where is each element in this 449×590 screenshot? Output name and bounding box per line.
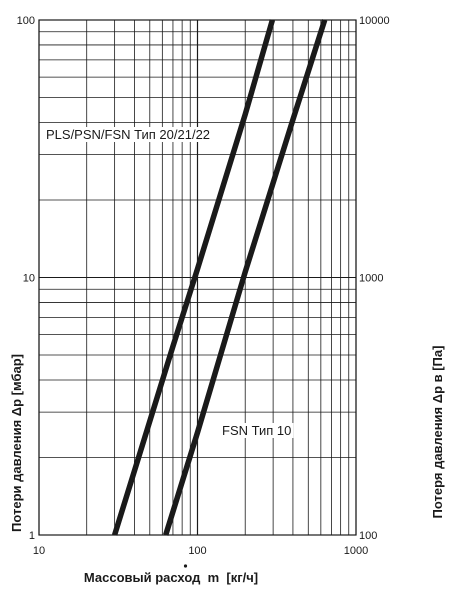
y-tick-label: 1 [29,530,35,542]
plot-frame [38,19,357,536]
x-tick-label: 10 [33,545,45,557]
mass-flow-dot-accent [183,564,188,568]
y2-tick-label: 1000 [359,273,383,285]
x-axis-title: Массовый расход m [кг/ч] [84,570,258,585]
y-tick-label: 10 [23,273,35,285]
y2-axis-title: Потеря давления Δp в [Па] [430,346,445,519]
series-label-type-10: FSN Тип 10 [222,423,291,438]
x-tick-label: 1000 [344,545,368,557]
label-backdrop [220,423,294,438]
y-axis-title: Потери давления Δp [мбар] [9,354,24,532]
y2-tick-label: 10000 [359,15,390,27]
series-line-2 [163,19,328,536]
y2-tick-label: 100 [359,530,377,542]
x-tick-label: 100 [188,545,206,557]
label-backdrop [44,127,213,142]
series-label-type-20-21-22: PLS/PSN/FSN Тип 20/21/22 [46,127,210,142]
tick-labels: 10 100 1000 1 10 100 100 1000 10000 [17,15,390,557]
series-line-1 [111,19,276,536]
series-layer [111,19,328,536]
y-tick-label: 100 [17,15,35,27]
